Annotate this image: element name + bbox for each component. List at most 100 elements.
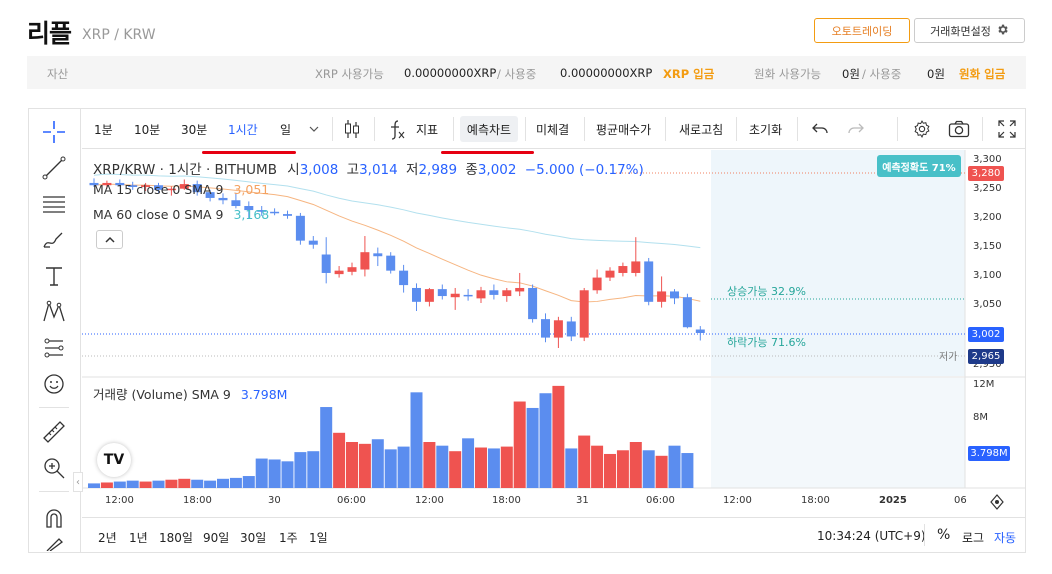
candle-body (102, 182, 112, 186)
interval-dropdown-chevron-down-icon[interactable] (306, 116, 322, 142)
volume-bar (139, 481, 152, 488)
auto-scale-toggle[interactable]: 자동 (994, 531, 1017, 545)
volume-bar (539, 393, 552, 488)
interval-1m[interactable]: 1분 (94, 123, 113, 137)
tradingview-logo-icon[interactable]: TV (97, 443, 131, 477)
krw-deposit-link[interactable]: 원화 입금 (959, 67, 1006, 81)
undo-icon[interactable] (808, 116, 832, 142)
candle-body (644, 261, 654, 302)
prediction-accuracy-badge: 예측정확도 71% (877, 155, 961, 177)
time-tick: 2025 (879, 495, 907, 506)
volume-bar (384, 449, 397, 488)
down-probability-label: 하락가능 71.6% (727, 336, 806, 349)
range-2y[interactable]: 2년 (98, 531, 117, 545)
candle-body (89, 182, 99, 186)
trend-line-icon[interactable] (39, 153, 69, 183)
legend-collapse-button[interactable] (96, 230, 123, 249)
volume-bar (165, 479, 178, 488)
volume-bar (552, 385, 565, 488)
zoom-in-icon[interactable] (39, 453, 69, 483)
open-label: 시 (287, 162, 300, 178)
ma15-value: 3,051 (233, 182, 270, 197)
close-value: 3,002 (477, 162, 517, 178)
volume-tick: 8M (973, 412, 988, 423)
range-1y[interactable]: 1년 (129, 531, 148, 545)
indicator-button[interactable]: 지표 (416, 123, 439, 137)
prediction-chart-button[interactable]: 예측차트 (460, 116, 518, 142)
interval-30m[interactable]: 30분 (181, 123, 208, 137)
lock-drawing-icon[interactable] (39, 535, 69, 551)
range-1w[interactable]: 1주 (279, 531, 298, 545)
camera-icon[interactable] (946, 116, 972, 142)
candle-body (373, 253, 383, 257)
ma60-line (93, 173, 701, 249)
asset-bar: 자산 XRP 사용가능 0.00000000XRP / 사용중 0.000000… (27, 56, 1026, 89)
volume-bar (629, 442, 642, 488)
refresh-button[interactable]: 새로고침 (679, 123, 724, 137)
screen-settings-label: 거래화면설정 (930, 24, 991, 38)
candle-style-icon[interactable] (340, 116, 364, 142)
indicator-fx-icon[interactable] (385, 116, 409, 142)
interval-day[interactable]: 일 (280, 123, 292, 137)
price-tag-current: 3,002 (968, 327, 1004, 342)
volume-bar (681, 453, 694, 488)
krw-in-use-value: 0원 (927, 67, 945, 81)
time-tick: 06:00 (646, 495, 675, 506)
volume-bar (526, 407, 539, 488)
horizontal-lines-icon[interactable] (39, 189, 69, 219)
range-bar: 2년 1년 180일 90일 30일 1주 1일 10:34:24 (UTC+9… (82, 517, 1025, 552)
volume-bar (333, 432, 346, 488)
range-30d[interactable]: 30일 (240, 531, 267, 545)
volume-bar (487, 448, 500, 488)
volume-bar (513, 401, 526, 488)
candle-body (270, 211, 280, 214)
candle-body (670, 291, 679, 299)
krw-available-label: 원화 사용가능 (754, 67, 822, 81)
auto-trading-button[interactable]: 오토트레이딩 (814, 18, 910, 43)
volume-bar (604, 453, 616, 488)
redo-icon[interactable] (844, 116, 868, 142)
open-value: 3,008 (299, 162, 339, 178)
candle-body (308, 240, 318, 245)
candle-body (205, 192, 215, 198)
range-180d[interactable]: 180일 (159, 531, 193, 545)
percent-scale-toggle[interactable]: % (937, 527, 951, 543)
magnet-icon[interactable] (39, 503, 69, 533)
price-tick: 3,150 (973, 241, 1002, 252)
text-tool-icon[interactable] (39, 261, 69, 291)
unfilled-orders-button[interactable]: 미체결 (536, 123, 570, 137)
reset-button[interactable]: 초기화 (749, 123, 783, 137)
fullscreen-icon[interactable] (994, 116, 1020, 142)
range-1d[interactable]: 1일 (309, 531, 328, 545)
price-tick: 3,100 (973, 270, 1002, 281)
ruler-icon[interactable] (39, 417, 69, 447)
chart-toolbar: 1분 10분 30분 1시간 일 지표 예측차트 미체결 평균매수가 새로고침 … (82, 109, 1025, 149)
xrp-deposit-link[interactable]: XRP 입금 (663, 67, 715, 81)
scroll-to-realtime-icon[interactable] (988, 493, 1006, 511)
candle-body (179, 184, 189, 189)
toolbar-collapse-chevron-left-icon[interactable]: ‹ (73, 472, 83, 492)
avg-buy-price-button[interactable]: 평균매수가 (596, 123, 652, 137)
pattern-icon[interactable] (39, 297, 69, 327)
crosshair-icon[interactable] (39, 117, 69, 147)
interval-10m[interactable]: 10분 (134, 123, 161, 137)
brush-icon[interactable] (39, 225, 69, 255)
clock-timezone[interactable]: 10:34:24 (UTC+9) (817, 529, 926, 543)
interval-1h[interactable]: 1시간 (228, 123, 258, 137)
screen-settings-button[interactable]: 거래화면설정 (914, 18, 1025, 43)
chart-settings-gear-icon[interactable] (909, 116, 935, 142)
price-chart[interactable] (82, 150, 1025, 517)
volume-bar (242, 476, 255, 488)
krw-in-use-label: / 사용중 (862, 67, 902, 81)
xrp-in-use-label: / 사용중 (497, 67, 537, 81)
volume-bar (668, 445, 681, 488)
candle-body (566, 321, 576, 337)
candle-body (231, 200, 241, 207)
log-scale-toggle[interactable]: 로그 (962, 531, 985, 545)
candle-body (115, 182, 125, 186)
range-90d[interactable]: 90일 (203, 531, 230, 545)
emoji-icon[interactable] (39, 369, 69, 399)
prediction-tool-icon[interactable] (39, 333, 69, 363)
volume-bar (475, 447, 487, 488)
candle-body (515, 287, 525, 292)
